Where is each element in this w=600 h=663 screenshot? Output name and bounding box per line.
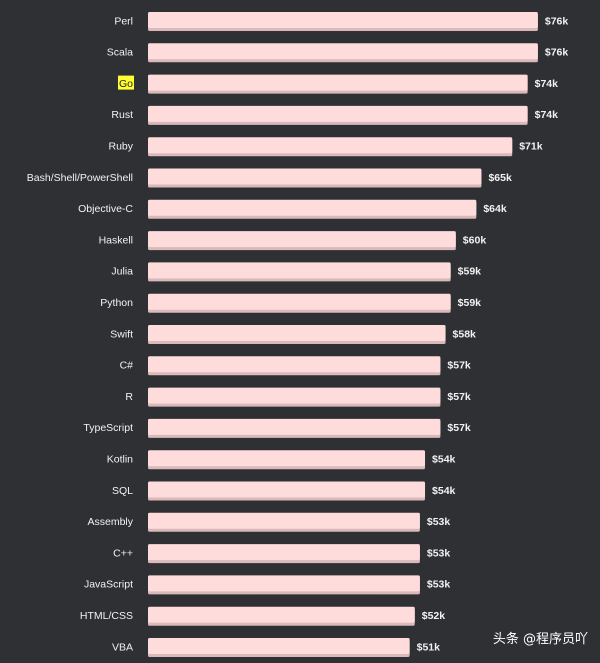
category-label: Python <box>100 297 133 309</box>
value-label: $71k <box>519 141 543 153</box>
bar-row-swift: Swift $58k <box>110 325 476 344</box>
bar <box>148 638 410 654</box>
bar-row-sql: SQL $54k <box>112 481 456 501</box>
category-label: Haskell <box>99 234 133 246</box>
category-label: C++ <box>113 547 133 559</box>
category-highlight <box>117 75 134 90</box>
bar-row-scala: Scala $76k <box>107 43 569 63</box>
bar-row-python: Python $59k <box>100 293 482 313</box>
category-label: Bash/Shell/PowerShell <box>27 172 133 184</box>
value-label: $57k <box>447 422 471 434</box>
value-label: $57k <box>447 360 471 372</box>
value-label: $52k <box>422 610 446 622</box>
category-label: Assembly <box>87 516 133 528</box>
bar <box>148 231 456 248</box>
bar <box>148 387 441 404</box>
value-label: $74k <box>535 78 559 90</box>
bar-row-objective-c: Objective-C $64k <box>78 199 507 219</box>
bar-row-r: R $57k <box>125 387 471 407</box>
category-label: Ruby <box>108 141 133 153</box>
bar <box>148 137 513 154</box>
bar <box>148 199 477 216</box>
bar-row-go: Go $74k <box>117 74 559 94</box>
bar <box>148 325 446 341</box>
bar-row-rust: Rust $74k <box>111 105 559 125</box>
value-label: $74k <box>535 109 559 121</box>
bar-row-c: C++ $53k <box>113 544 451 564</box>
bar-row-ruby: Ruby $71k <box>108 137 543 157</box>
bar <box>148 293 451 310</box>
value-label: $53k <box>427 579 451 591</box>
bar-row-html-css: HTML/CSS $52k <box>80 606 446 626</box>
value-label: $65k <box>488 172 512 184</box>
value-label: $76k <box>545 15 569 27</box>
bar <box>148 12 538 28</box>
category-label: Swift <box>110 328 133 340</box>
category-label: R <box>125 391 133 403</box>
value-label: $59k <box>458 266 482 278</box>
category-label: SQL <box>112 485 133 497</box>
bar <box>148 544 420 561</box>
watermark: 头条 @程序员吖 <box>492 632 588 647</box>
bar-row-vba: VBA $51k <box>112 638 440 657</box>
bar <box>148 262 451 279</box>
category-label: VBA <box>112 641 133 653</box>
category-label: Scala <box>107 47 133 59</box>
value-label: $53k <box>427 516 451 528</box>
bar <box>148 418 441 435</box>
category-label: TypeScript <box>83 422 133 434</box>
value-label: $53k <box>427 547 451 559</box>
category-label: Julia <box>111 266 133 278</box>
bar <box>148 481 426 498</box>
bar <box>148 512 420 529</box>
bar <box>148 356 441 373</box>
value-label: $59k <box>458 297 482 309</box>
category-label: Go <box>119 78 133 90</box>
category-label: Objective-C <box>78 203 133 215</box>
bar-row-javascript: JavaScript $53k <box>84 575 451 595</box>
value-label: $54k <box>432 485 456 497</box>
bar <box>148 105 528 122</box>
value-label: $58k <box>453 328 477 340</box>
bar <box>148 168 482 185</box>
bar-row-assembly: Assembly $53k <box>87 512 451 532</box>
category-label: JavaScript <box>84 579 133 591</box>
bar-row-julia: Julia $59k <box>111 262 482 282</box>
bar <box>148 450 426 467</box>
category-label: HTML/CSS <box>80 610 133 622</box>
category-label: C# <box>120 360 134 372</box>
value-label: $54k <box>432 454 456 466</box>
bar-row-haskell: Haskell $60k <box>99 231 487 251</box>
bar-row-bash-shell-powershell: Bash/Shell/PowerShell $65k <box>27 168 512 188</box>
category-label: Rust <box>111 109 133 121</box>
value-label: $64k <box>483 203 507 215</box>
bar-row-c: C# $57k <box>120 356 471 376</box>
bar-row-perl: Perl $76k <box>114 12 568 31</box>
value-label: $60k <box>463 234 487 246</box>
value-label: $76k <box>545 47 569 59</box>
bar <box>148 575 420 592</box>
bar <box>148 43 538 60</box>
category-label: Kotlin <box>107 454 133 466</box>
category-label: Perl <box>114 15 133 27</box>
bar <box>148 74 528 91</box>
value-label: $57k <box>447 391 471 403</box>
bar-row-typescript: TypeScript $57k <box>83 418 471 438</box>
bar <box>148 606 415 623</box>
bar-row-kotlin: Kotlin $54k <box>107 450 456 470</box>
value-label: $51k <box>417 641 441 653</box>
